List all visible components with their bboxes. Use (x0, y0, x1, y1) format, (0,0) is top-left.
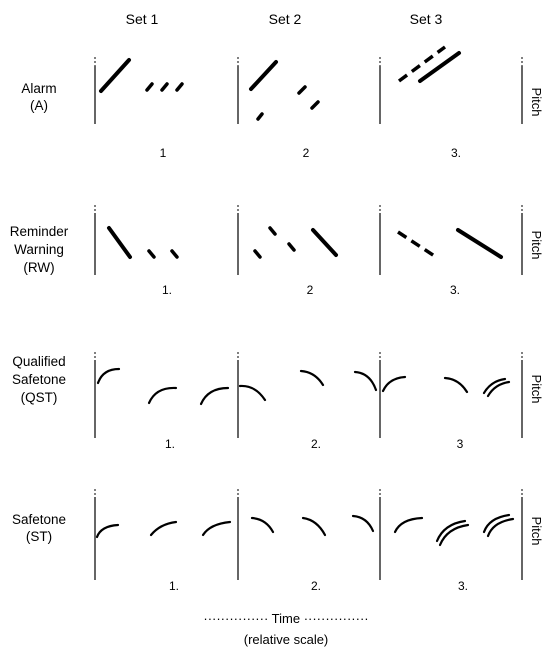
reminder-warning-row-patterns (107, 226, 503, 259)
rw-set2-pulse-1 (253, 249, 262, 259)
svg-text:(QST): (QST) (21, 390, 58, 405)
st-set2-arc-1 (250, 516, 275, 534)
alarm-set1-pulse-2 (160, 82, 169, 92)
alarm-set2-number: 2 (303, 146, 310, 160)
qst-set2-number: 2. (311, 437, 321, 451)
st-set1-arc-3 (201, 520, 232, 537)
svg-text:(RW): (RW) (23, 260, 54, 275)
svg-text:(A): (A) (30, 98, 48, 113)
alarm-set3-dashed-sweep (397, 45, 447, 83)
row-label-alarm: Alarm (A) (21, 81, 56, 113)
rw-set2-sweep (311, 228, 338, 257)
rw-set2-pulse-2 (268, 226, 277, 236)
rw-set3-sweep (456, 228, 503, 259)
st-set2-arc-2 (301, 516, 327, 537)
rw-set1-pulse-2 (170, 249, 179, 259)
alarm-set2-pulse-2 (297, 85, 307, 95)
rw-set1-pulse-1 (147, 249, 156, 259)
qst-set1-arc-1 (96, 367, 121, 385)
alarm-set2-sweep (249, 60, 278, 91)
st-set2-number: 2. (311, 579, 321, 593)
svg-text:Qualified: Qualified (12, 354, 65, 369)
svg-text:Warning: Warning (14, 242, 64, 257)
qst-set1-arc-3 (199, 386, 230, 406)
alarm-set2-pulse-1 (256, 112, 264, 121)
svg-text:Safetone: Safetone (12, 512, 66, 527)
alarm-set1-number: 1 (160, 146, 167, 160)
alarm-row-patterns (99, 45, 461, 121)
st-set3-double-arc-a (435, 519, 467, 543)
pitch-label-reminder-warning: Pitch (529, 231, 544, 260)
qst-set1-arc-2 (147, 386, 178, 405)
pitch-label-safetone: Pitch (529, 517, 544, 546)
pitch-label-alarm: Pitch (529, 88, 544, 117)
svg-text:Reminder: Reminder (10, 224, 69, 239)
svg-text:(ST): (ST) (26, 529, 52, 544)
qst-set2-arc-2 (299, 369, 325, 387)
alarm-set1-sweep (99, 58, 131, 93)
pitch-label-qst: Pitch (529, 375, 544, 404)
alarm-set1-pulse-3 (175, 82, 184, 92)
qst-row-patterns (96, 367, 511, 406)
rw-set1-sweep (107, 226, 132, 259)
row-label-reminder-warning: Reminder Warning (RW) (10, 224, 69, 275)
st-set3-arc-1 (393, 516, 424, 534)
rw-set3-number: 3. (450, 283, 460, 297)
qst-set3-double-arc-b (486, 380, 511, 398)
set-2-heading: Set 2 (269, 11, 302, 27)
st-set2-arc-3 (351, 514, 375, 533)
rw-set3-dashed-sweep (397, 230, 437, 259)
row-label-qualified-safetone: Qualified Safetone (QST) (12, 354, 66, 405)
svg-text:Safetone: Safetone (12, 372, 66, 387)
qst-set3-number: 3 (457, 437, 464, 451)
qst-set3-arc-1 (381, 375, 407, 393)
qst-set1-number: 1. (165, 437, 175, 451)
alarm-set2-pulse-3 (310, 100, 320, 110)
qst-set3-arc-2 (443, 376, 469, 394)
qst-set3-double-arc-a (482, 377, 507, 395)
rw-set1-number: 1. (162, 283, 172, 297)
time-axis-sublabel: (relative scale) (244, 632, 329, 647)
st-set1-arc-2 (149, 520, 178, 537)
svg-text:Alarm: Alarm (21, 81, 56, 96)
alarm-set3-sweep (418, 51, 461, 83)
st-row-patterns (95, 513, 515, 547)
rw-set2-pulse-3 (287, 242, 296, 252)
st-set1-arc-1 (95, 523, 120, 539)
column-dividers (94, 57, 523, 580)
time-axis-label: ··············· Time ··············· (203, 611, 368, 626)
alarm-set3-number: 3. (451, 146, 461, 160)
qst-set2-arc-3 (353, 370, 378, 392)
st-set3-double-arc-d (486, 517, 515, 538)
set-3-heading: Set 3 (410, 11, 443, 27)
row-label-safetone: Safetone (ST) (12, 512, 66, 544)
qst-set2-arc-1 (238, 384, 267, 402)
st-set3-double-arc-c (482, 513, 511, 534)
alarm-set1-pulse-1 (145, 82, 154, 92)
st-set3-number: 3. (458, 579, 468, 593)
set-1-heading: Set 1 (126, 11, 159, 27)
st-set3-double-arc-b (438, 523, 470, 547)
rw-set2-number: 2 (307, 283, 314, 297)
st-set1-number: 1. (169, 579, 179, 593)
